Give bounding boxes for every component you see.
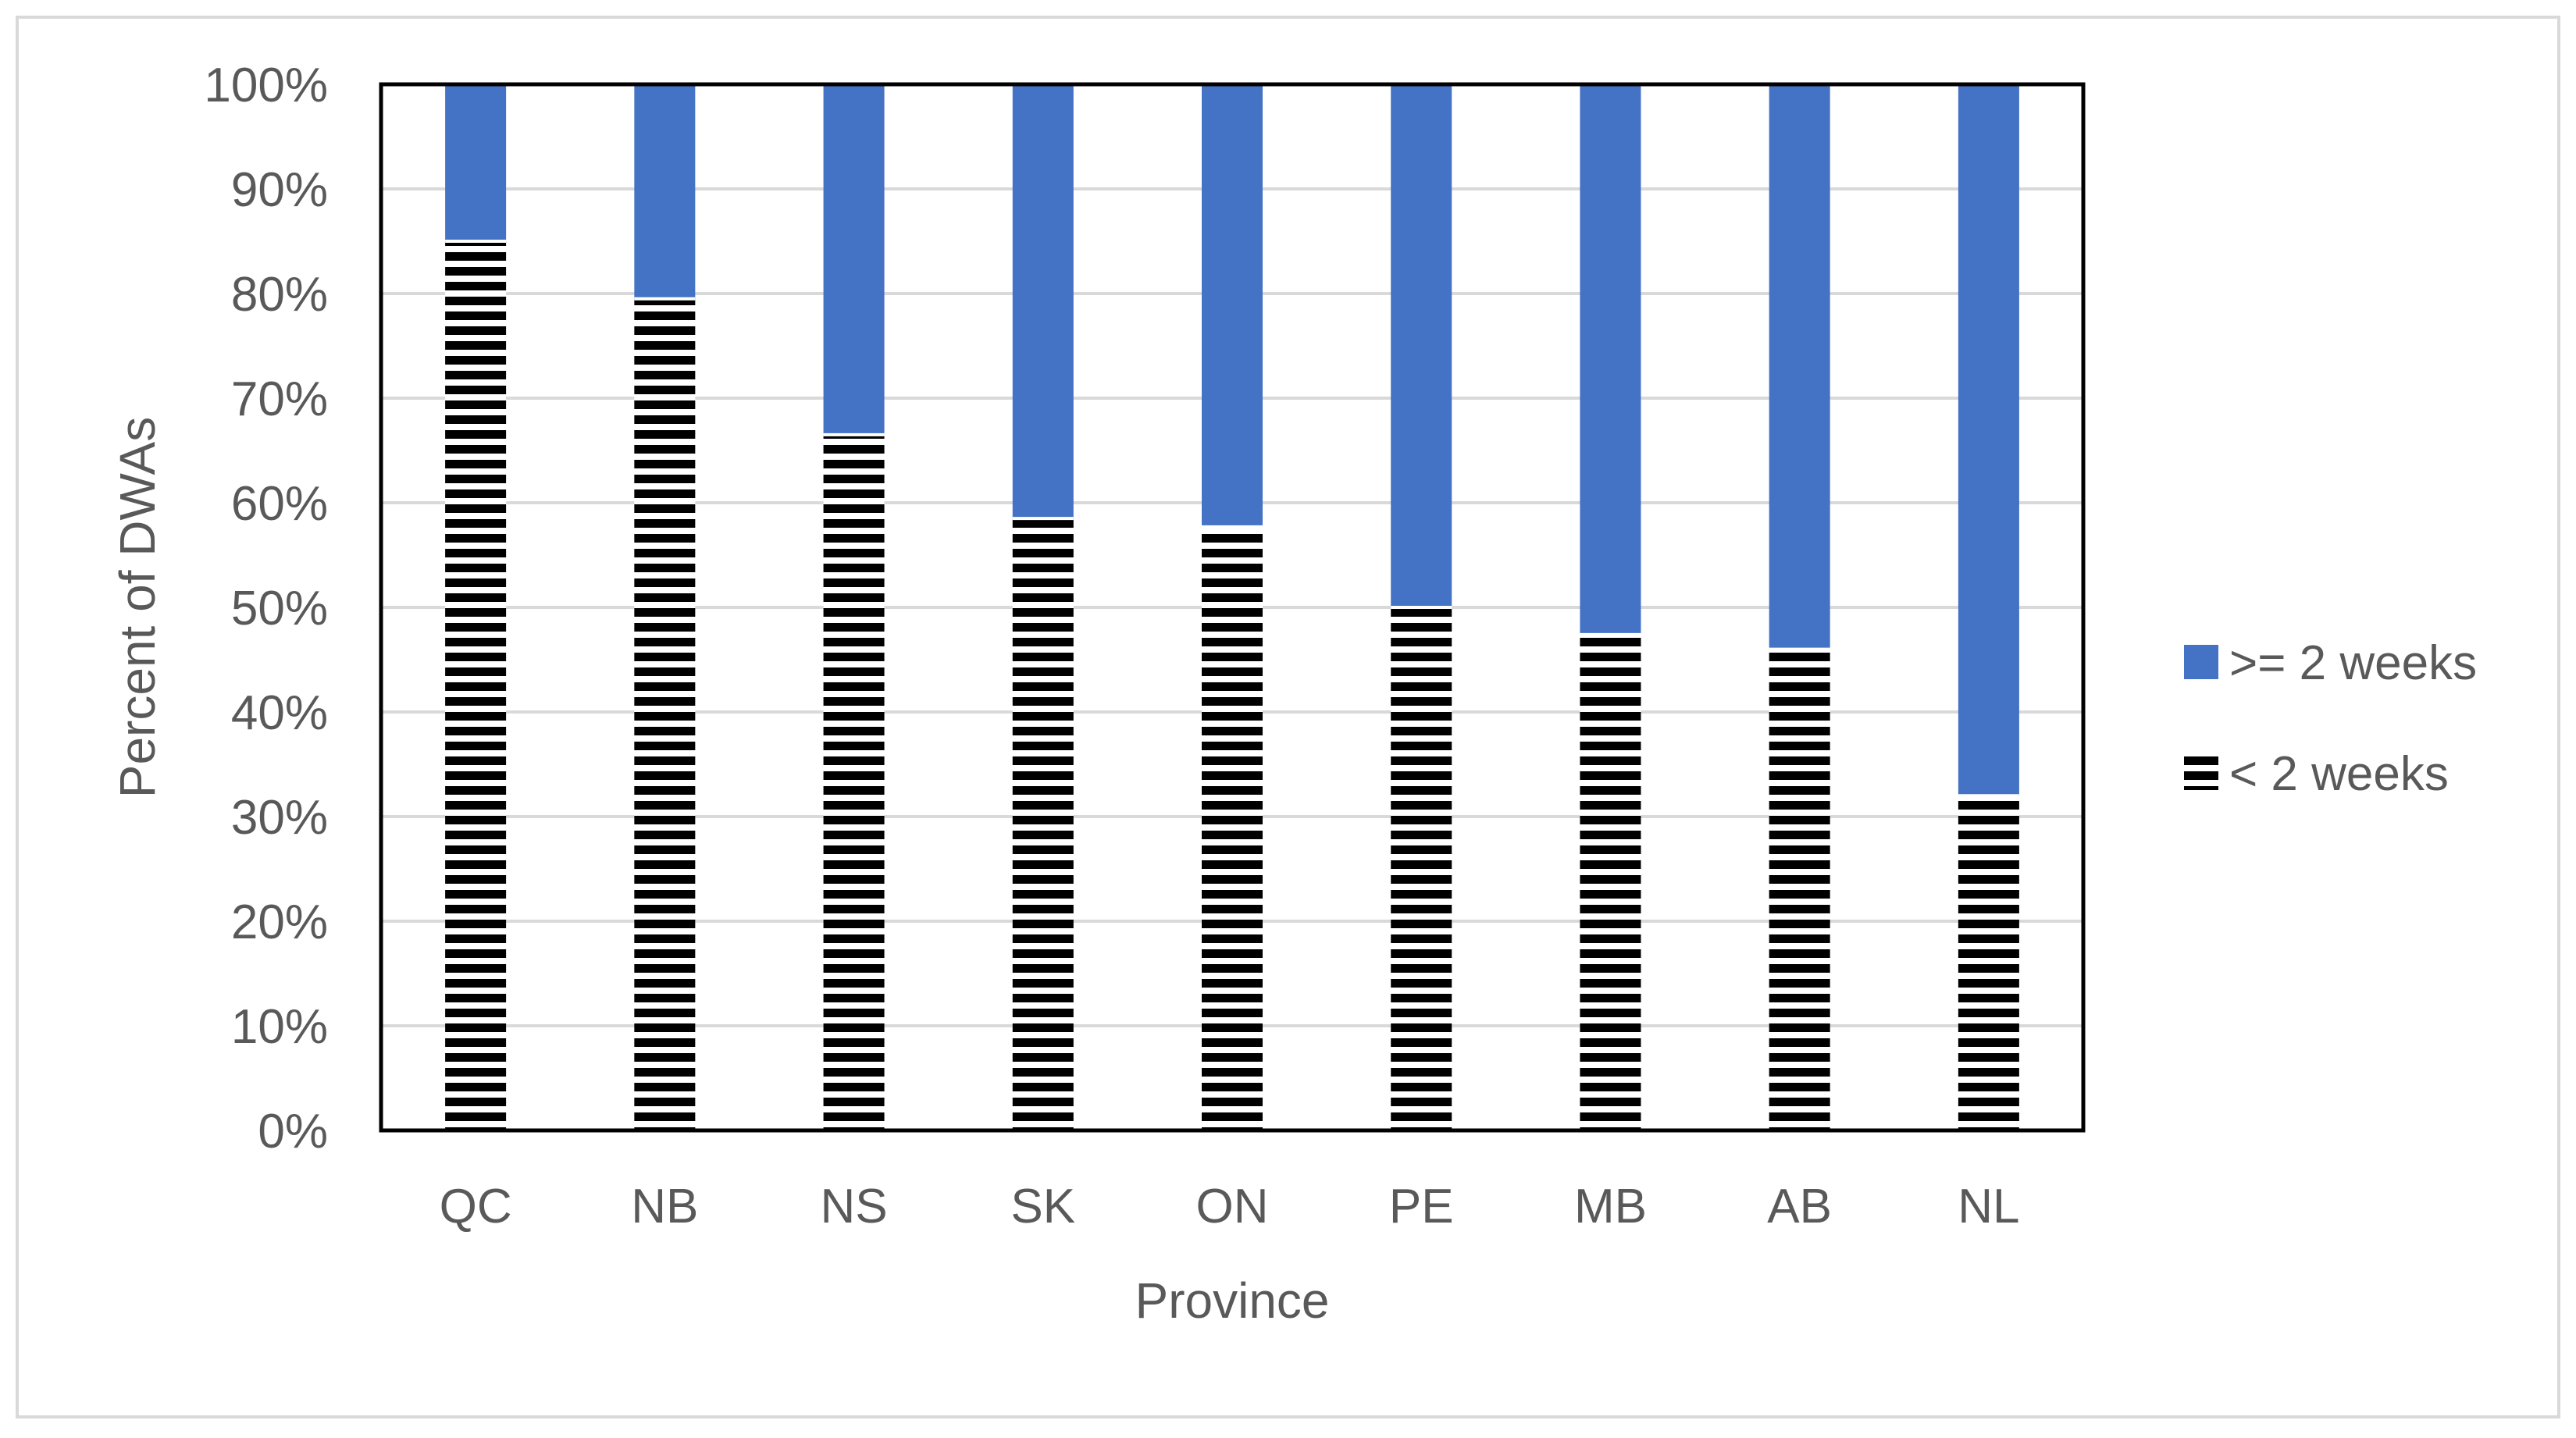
- bars: [381, 84, 2083, 1133]
- legend-label: < 2 weeks: [2229, 747, 2449, 801]
- y-tick-label: 20%: [231, 895, 328, 949]
- bar-segment-lt-2-weeks: [823, 434, 885, 1130]
- bar-segment-gte-2-weeks: [1769, 84, 1830, 650]
- y-tick-label: 60%: [231, 477, 328, 531]
- y-tick-label: 90%: [231, 163, 328, 217]
- bar-segment-gte-2-weeks: [1958, 84, 2019, 796]
- bar-segment-lt-2-weeks: [1580, 634, 1641, 1130]
- y-tick-label: 0%: [258, 1105, 328, 1159]
- x-tick-label: NL: [1958, 1180, 2019, 1233]
- x-tick-label: NS: [820, 1180, 887, 1233]
- y-tick-label: 50%: [231, 582, 328, 635]
- y-tick-label: 100%: [204, 59, 328, 112]
- bar-segment-lt-2-weeks: [634, 298, 696, 1131]
- y-axis-tick-labels: 0% 10% 20% 30% 40% 50% 60% 70% 80% 90% 100%: [204, 59, 328, 1159]
- x-tick-label: AB: [1767, 1180, 1832, 1233]
- x-tick-label: SK: [1010, 1180, 1075, 1233]
- bar-segment-lt-2-weeks: [1202, 526, 1263, 1130]
- y-tick-label: 80%: [231, 268, 328, 322]
- y-tick-label: 70%: [231, 372, 328, 426]
- bar-segment-gte-2-weeks: [1012, 84, 1074, 519]
- legend: >= 2 weeks < 2 weeks: [2184, 636, 2477, 801]
- figure-border: [16, 16, 2560, 1418]
- legend-label: >= 2 weeks: [2229, 636, 2477, 690]
- plot-area-frame: [379, 82, 2086, 1133]
- x-tick-label: PE: [1389, 1180, 1454, 1233]
- x-axis-label: Province: [1135, 1272, 1330, 1329]
- y-axis-label: Percent of DWAs: [109, 417, 166, 798]
- bar-segment-lt-2-weeks: [1012, 518, 1074, 1130]
- x-tick-label: ON: [1196, 1180, 1269, 1233]
- bar-segment-lt-2-weeks: [1769, 649, 1830, 1130]
- x-tick-label: MB: [1574, 1180, 1647, 1233]
- bar-segment-gte-2-weeks: [1580, 84, 1641, 635]
- x-tick-label: NB: [631, 1180, 698, 1233]
- bar-segment-gte-2-weeks: [1391, 84, 1452, 607]
- legend-swatch-lt-2-weeks: [2184, 756, 2218, 790]
- bar-segment-gte-2-weeks: [1202, 84, 1263, 527]
- bar-segment-lt-2-weeks: [1958, 796, 2019, 1130]
- bar-segment-lt-2-weeks: [1391, 607, 1452, 1130]
- y-tick-label: 30%: [231, 791, 328, 845]
- x-tick-label: QC: [440, 1180, 512, 1233]
- legend-swatch-gte-2-weeks: [2184, 645, 2218, 679]
- bar-segment-gte-2-weeks: [445, 84, 507, 241]
- y-tick-label: 10%: [231, 1000, 328, 1054]
- y-tick-label: 40%: [231, 686, 328, 740]
- bar-segment-gte-2-weeks: [634, 84, 696, 299]
- bar-segment-lt-2-weeks: [445, 241, 507, 1130]
- x-axis-tick-labels: QC NB NS SK ON PE MB AB NL: [440, 1180, 2020, 1233]
- bar-segment-gte-2-weeks: [823, 84, 885, 435]
